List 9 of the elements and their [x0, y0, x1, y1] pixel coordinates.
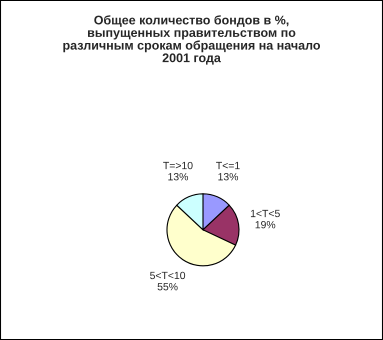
- slice-label: T<=1: [216, 162, 240, 170]
- data-label: 19%: [256, 221, 276, 228]
- chart-title: Общее количество бондов в %, выпущенных правительством по различным срокам обращения на начало 2001 года: [63, 15, 320, 65]
- data-label: 55%: [158, 283, 178, 290]
- slice-label: 1<T<5: [250, 210, 280, 218]
- data-label: 13%: [218, 173, 238, 180]
- data-label: 13%: [168, 173, 188, 180]
- slice-label: 5<T<10: [150, 272, 186, 280]
- slice-label: T=>10: [163, 162, 193, 170]
